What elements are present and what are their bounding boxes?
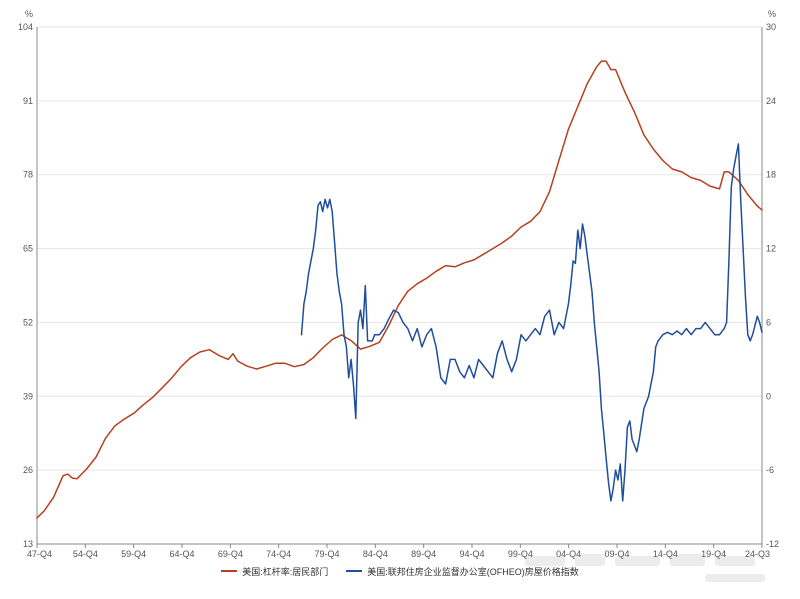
series-line-household-leverage — [36, 60, 763, 519]
x-tick-label: 84-Q4 — [363, 549, 388, 559]
y-right-tick-label: 24 — [766, 96, 776, 106]
x-tick-label: 47-Q4 — [27, 549, 52, 559]
x-tick-label: 94-Q4 — [459, 549, 484, 559]
tick-labels: 13 26 39 52 65 78 91 104 -12 -6 0 6 12 18 24 30% % 47-Q4 5… — [18, 9, 779, 559]
x-tick-label: 59-Q4 — [121, 549, 146, 559]
x-tick-label: 89-Q4 — [411, 549, 436, 559]
legend-label: 美国:杠杆率:居民部门 — [242, 566, 329, 577]
series-line-house-price-index — [300, 143, 763, 502]
y-left-tick-label: 104 — [18, 22, 33, 32]
x-tick-label: 24-Q3 — [745, 549, 770, 559]
y-right-tick-label: -12 — [766, 539, 779, 549]
y-right-tick-label: 12 — [766, 244, 776, 254]
y-left-tick-label: 39 — [23, 391, 33, 401]
legend-label: 美国:联邦住房企业监督办公室(OFHEO)房屋价格指数 — [367, 566, 579, 577]
x-tick-label: 19-Q4 — [701, 549, 726, 559]
y-left-tick-label: 13 — [23, 539, 33, 549]
y-right-tick-label: 30 — [766, 22, 776, 32]
legend-item-household-leverage[interactable]: 美国:杠杆率:居民部门 — [221, 565, 328, 578]
legend-swatch-red — [221, 570, 238, 572]
legend: 美国:杠杆率:居民部门 美国:联邦住房企业监督办公室(OFHEO)房屋价格指数 — [0, 563, 800, 579]
watermark-graphic — [525, 554, 765, 582]
legend-item-house-price-index[interactable]: 美国:联邦住房企业监督办公室(OFHEO)房屋价格指数 — [346, 565, 579, 578]
x-tick-label: 14-Q4 — [653, 549, 678, 559]
y-left-tick-label: 52 — [23, 317, 33, 327]
y-right-tick-label: 18 — [766, 170, 776, 180]
y-left-tick-label: 26 — [23, 465, 33, 475]
x-tick-label: 54-Q4 — [73, 549, 98, 559]
x-tick-label: 64-Q4 — [169, 549, 194, 559]
y-left-tick-label: 91 — [23, 96, 33, 106]
axes — [36, 27, 763, 548]
legend-swatch-blue — [346, 570, 363, 572]
gridlines — [37, 26, 762, 471]
y-right-tick-label: 6 — [766, 317, 771, 327]
series-lines — [36, 60, 763, 519]
x-tick-label: 04-Q4 — [556, 549, 581, 559]
x-tick-label: 79-Q4 — [314, 549, 339, 559]
y-right-tick-label: -6 — [766, 465, 774, 475]
y-left-tick-label: 78 — [23, 170, 33, 180]
y-left-unit: % — [25, 9, 33, 19]
x-tick-label: 09-Q4 — [604, 549, 629, 559]
y-left-tick-label: 65 — [23, 244, 33, 254]
x-tick-label: 99-Q4 — [508, 549, 533, 559]
y-right-unit: % — [768, 9, 776, 19]
y-right-tick-label: 0 — [766, 391, 771, 401]
x-tick-label: 74-Q4 — [266, 549, 291, 559]
x-tick-label: 69-Q4 — [218, 549, 243, 559]
